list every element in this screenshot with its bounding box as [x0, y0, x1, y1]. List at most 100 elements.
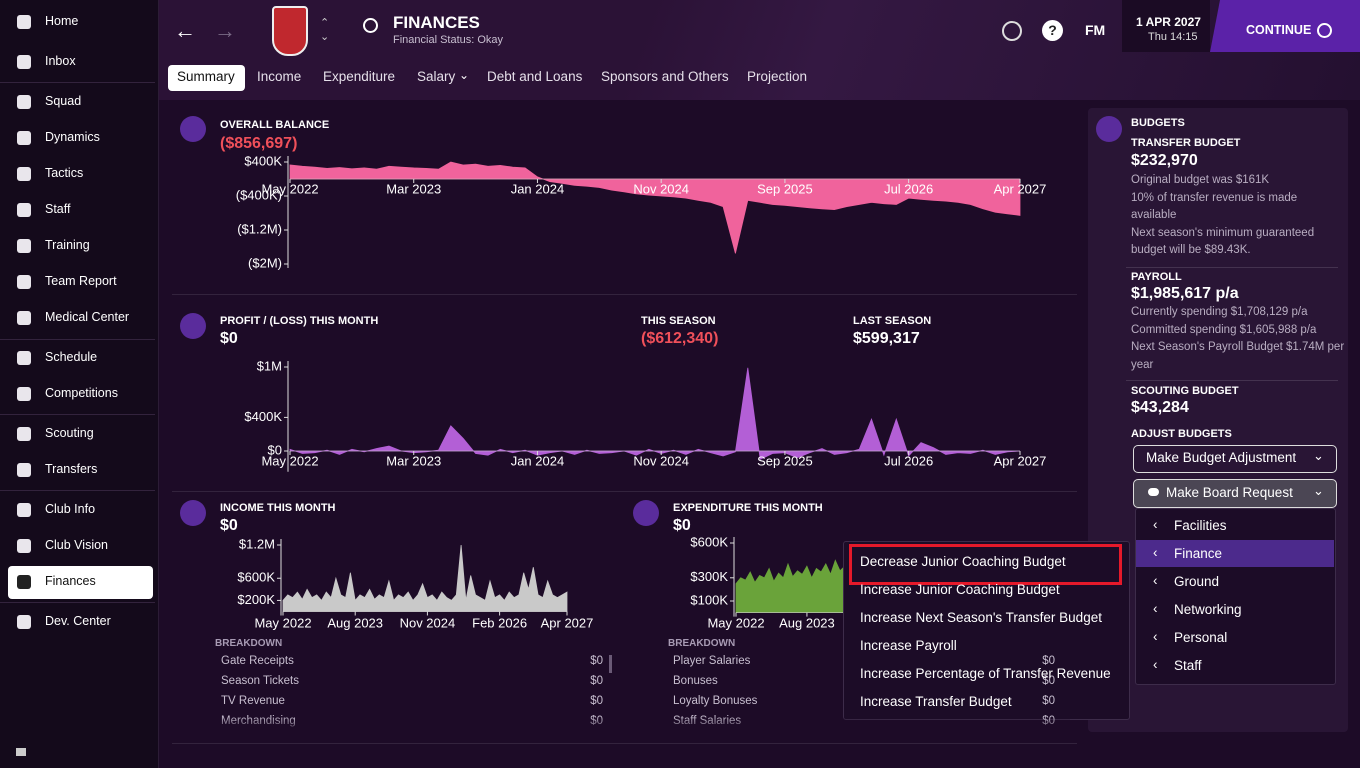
menu-item[interactable]: Networking	[1174, 602, 1242, 617]
breakdown-value: $0	[1042, 695, 1055, 707]
expenditure-value: $0	[673, 517, 691, 534]
continue-label[interactable]: CONTINUE	[1246, 23, 1312, 37]
transfer-notes: Original budget was $161K 10% of transfer…	[1131, 172, 1336, 260]
forward-arrow[interactable]: →	[214, 18, 236, 43]
nav-item[interactable]: Competitions	[45, 386, 118, 400]
menu-chevron: ‹	[1153, 601, 1158, 616]
sidebar	[0, 0, 159, 768]
x-tick-label: Aug 2023	[327, 615, 383, 630]
x-tick-label: Apr 2027	[994, 181, 1047, 196]
menu-chevron: ‹	[1153, 573, 1158, 588]
tab[interactable]: Sponsors and Others	[601, 69, 729, 84]
nav-icon	[17, 15, 31, 29]
nav-icon	[17, 427, 31, 441]
page-title: FINANCES	[393, 13, 480, 32]
club-switch[interactable]: ⌃ ⌄	[320, 17, 330, 43]
nav-item[interactable]: Dev. Center	[45, 614, 111, 628]
tab[interactable]: Salary	[417, 69, 456, 84]
breakdown-name: Loyalty Bonuses	[673, 695, 758, 707]
divider	[172, 491, 1077, 492]
budget-adjust-label[interactable]: Make Budget Adjustment	[1146, 450, 1297, 465]
y-tick-label: $0	[268, 442, 282, 457]
last-season-label: LAST SEASON	[853, 315, 932, 327]
nav-item[interactable]: Training	[45, 238, 90, 252]
globe-icon[interactable]	[1002, 21, 1022, 41]
x-tick-label: Mar 2023	[386, 181, 441, 196]
payroll-value: $1,985,617 p/a	[1131, 285, 1239, 302]
club-crest[interactable]	[272, 6, 308, 56]
transfer-label: TRANSFER BUDGET	[1131, 137, 1241, 149]
nav-item[interactable]: Squad	[45, 94, 82, 108]
chevron: ⌄	[1313, 448, 1324, 463]
area	[282, 544, 568, 612]
y-tick-label: $200K	[237, 592, 275, 607]
search-icon[interactable]	[363, 18, 378, 33]
nav-icon	[17, 239, 31, 253]
nav-item[interactable]: Finances	[45, 574, 96, 588]
nav-item[interactable]: Transfers	[45, 462, 98, 476]
tab[interactable]: Projection	[747, 69, 808, 84]
x-tick-label: Jan 2024	[511, 181, 565, 196]
scouting-value: $43,284	[1131, 399, 1189, 416]
nav-icon	[17, 311, 31, 325]
board-request-label[interactable]: Make Board Request	[1166, 485, 1293, 500]
menu-item[interactable]: Ground	[1174, 574, 1220, 589]
this-season-value: ($612,340)	[641, 330, 719, 347]
note: Original budget was $161K	[1131, 174, 1270, 186]
divider	[1126, 380, 1338, 381]
menu-chevron: ‹	[1153, 517, 1158, 532]
nav-item[interactable]: Club Info	[45, 502, 96, 516]
menu-item[interactable]: Staff	[1174, 658, 1202, 673]
transfer-value: $232,970	[1131, 152, 1198, 169]
nav-item[interactable]: Medical Center	[45, 310, 130, 324]
board-request-button[interactable]	[1133, 479, 1337, 508]
time: Thu 14:15	[1148, 31, 1198, 43]
menu-item[interactable]: Facilities	[1174, 518, 1227, 533]
menu-item[interactable]: Increase Junior Coaching Budget	[860, 582, 1060, 597]
continue-icon[interactable]	[1317, 23, 1332, 38]
nav-item[interactable]: Club Vision	[45, 538, 109, 552]
speech-icon	[1148, 488, 1159, 496]
tab[interactable]: Summary	[177, 69, 235, 84]
divider	[0, 82, 155, 83]
menu-item[interactable]: Increase Next Season's Transfer Budget	[860, 610, 1102, 625]
tab[interactable]: Debt and Loans	[487, 69, 583, 84]
menu-chevron: ‹	[1153, 629, 1158, 644]
fm-button[interactable]: FM	[1085, 22, 1106, 38]
note: 10% of transfer revenue is made availabl…	[1131, 191, 1298, 222]
profit-value: $0	[220, 330, 238, 347]
y-tick-label: $100K	[690, 592, 728, 607]
menu-item[interactable]: Decrease Junior Coaching Budget	[860, 554, 1066, 569]
nav-item[interactable]: Home	[45, 14, 79, 28]
nav-item[interactable]: Inbox	[45, 54, 76, 68]
tab[interactable]: Expenditure	[323, 69, 396, 84]
menu-item[interactable]: Personal	[1174, 630, 1228, 645]
help-icon[interactable]: ?	[1042, 20, 1063, 41]
adjust-label: ADJUST BUDGETS	[1131, 428, 1232, 440]
area	[289, 161, 1021, 254]
menu-item[interactable]: Increase Payroll	[860, 638, 957, 653]
nav-item[interactable]: Team Report	[45, 274, 117, 288]
x-tick-label: Sep 2025	[757, 453, 813, 468]
nav-item[interactable]: Staff	[45, 202, 71, 216]
budget-adjust-button[interactable]	[1133, 445, 1337, 473]
menu-item[interactable]: Increase Transfer Budget	[860, 694, 1012, 709]
back-arrow[interactable]: ←	[174, 18, 196, 43]
tab[interactable]: Income	[257, 69, 302, 84]
nav-item[interactable]: Dynamics	[45, 130, 100, 144]
nav-item[interactable]: Schedule	[45, 350, 98, 364]
menu-chevron: ‹	[1153, 657, 1158, 672]
nav-icon	[17, 463, 31, 477]
continue-button[interactable]	[1210, 0, 1360, 52]
sidebar-footer-icon	[16, 748, 26, 756]
nav-item[interactable]: Tactics	[45, 166, 84, 180]
finance-menu	[843, 541, 1130, 720]
note: Next season's minimum guaranteed budget …	[1131, 226, 1315, 257]
page-subtitle: Financial Status: Okay	[393, 34, 504, 46]
divider	[0, 602, 155, 603]
menu-item[interactable]: Increase Percentage of Transfer Revenue	[860, 666, 1111, 681]
x-tick-label: May 2022	[254, 615, 311, 630]
nav-icon	[17, 167, 31, 181]
menu-item[interactable]: Finance	[1174, 546, 1223, 561]
nav-item[interactable]: Scouting	[45, 426, 94, 440]
